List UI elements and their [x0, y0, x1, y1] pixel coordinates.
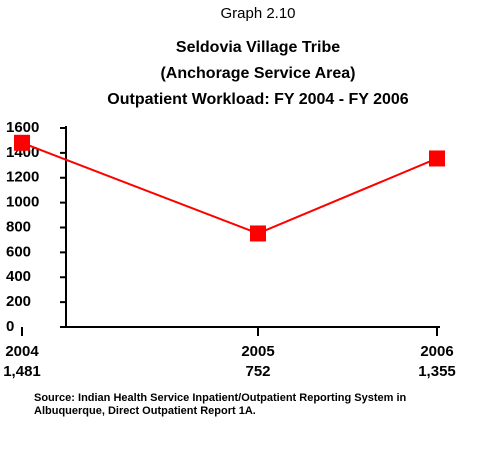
- y-tick-label: 1200: [6, 169, 39, 186]
- x-tick-label: 2005: [241, 343, 274, 360]
- x-tick-label: 2006: [420, 343, 453, 360]
- data-point: [14, 134, 30, 151]
- data-line: [21, 141, 438, 235]
- data-point: [250, 225, 266, 242]
- chart: Graph 2.10 Seldovia Village Tribe (Ancho…: [3, 5, 456, 380]
- chart-title: Seldovia Village Tribe: [176, 39, 340, 56]
- chart-title: (Anchorage Service Area): [160, 65, 355, 82]
- chart-header: Graph 2.10: [220, 5, 295, 22]
- source-note: Source: Indian Health Service Inpatient/…: [34, 392, 407, 417]
- value-label: 1,355: [418, 363, 456, 380]
- y-tick-label: 600: [6, 243, 31, 260]
- y-tick-label: 800: [6, 218, 31, 235]
- data-point: [429, 150, 445, 167]
- chart-title: Outpatient Workload: FY 2004 - FY 2006: [107, 91, 409, 108]
- y-tick-label: 200: [6, 293, 31, 310]
- y-tick-label: 0: [6, 318, 14, 335]
- y-tick-label: 1000: [6, 194, 39, 211]
- value-label: 752: [245, 363, 270, 380]
- x-tick-label: 2004: [5, 343, 39, 360]
- y-tick-label: 1600: [6, 119, 39, 136]
- value-label: 1,481: [3, 363, 41, 380]
- y-tick-label: 400: [6, 268, 31, 285]
